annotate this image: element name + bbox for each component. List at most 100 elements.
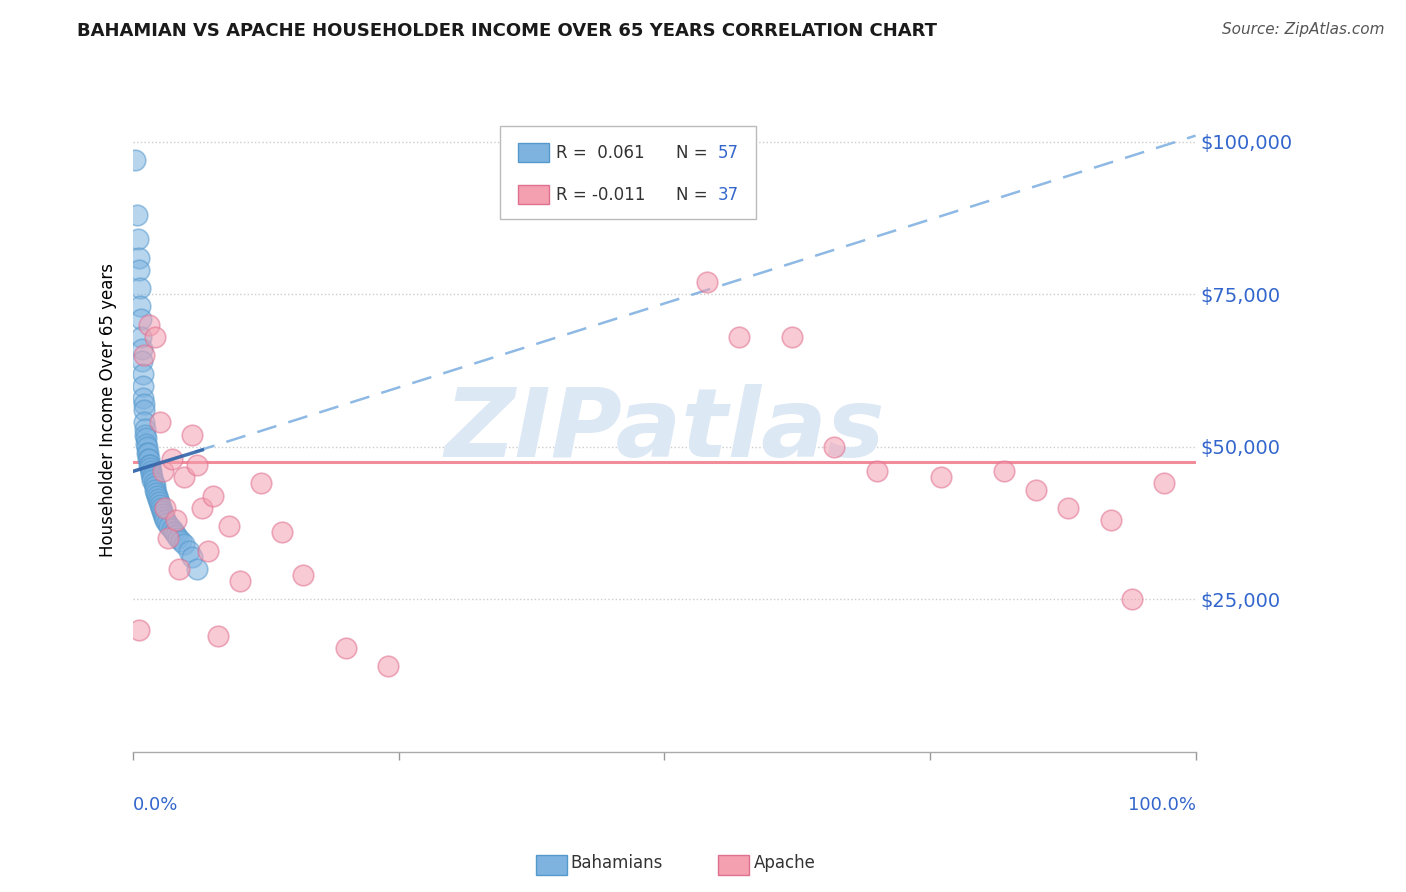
Point xyxy=(866,464,889,478)
Point xyxy=(157,532,180,546)
Point xyxy=(167,562,190,576)
Text: Apache: Apache xyxy=(754,855,815,872)
Point xyxy=(139,461,162,475)
Point xyxy=(1153,476,1175,491)
Point xyxy=(150,504,173,518)
Point xyxy=(165,528,187,542)
Point xyxy=(135,431,157,445)
Point xyxy=(1025,483,1047,497)
Point xyxy=(186,458,208,472)
Text: Source: ZipAtlas.com: Source: ZipAtlas.com xyxy=(1222,22,1385,37)
Point xyxy=(124,153,146,167)
Point xyxy=(1121,592,1143,607)
Text: 100.0%: 100.0% xyxy=(1128,797,1195,814)
Point xyxy=(207,629,229,643)
Text: R = -0.011: R = -0.011 xyxy=(557,186,645,203)
Point xyxy=(128,263,150,277)
Point xyxy=(696,275,718,289)
Point xyxy=(780,330,803,344)
Point xyxy=(153,510,176,524)
Point xyxy=(138,452,160,467)
Point xyxy=(186,562,208,576)
Point xyxy=(132,367,155,381)
Point xyxy=(131,354,153,368)
Point xyxy=(1099,513,1122,527)
Point xyxy=(148,494,170,508)
Point xyxy=(160,522,183,536)
Point xyxy=(128,251,150,265)
Point xyxy=(201,489,224,503)
Point xyxy=(993,464,1015,478)
Point xyxy=(138,458,160,472)
Point xyxy=(377,659,399,673)
Point xyxy=(129,311,152,326)
Point xyxy=(145,485,167,500)
Point xyxy=(141,467,163,482)
Point xyxy=(132,348,155,362)
Point xyxy=(138,318,160,332)
Point xyxy=(129,330,152,344)
Point xyxy=(180,549,202,564)
Point xyxy=(163,525,186,540)
Point xyxy=(143,479,166,493)
Point xyxy=(132,416,155,430)
Point xyxy=(136,446,159,460)
Point xyxy=(160,452,183,467)
Point xyxy=(149,416,172,430)
Point xyxy=(146,491,169,506)
Point xyxy=(141,470,163,484)
Text: 57: 57 xyxy=(718,144,738,161)
Point xyxy=(173,470,195,484)
Text: BAHAMIAN VS APACHE HOUSEHOLDER INCOME OVER 65 YEARS CORRELATION CHART: BAHAMIAN VS APACHE HOUSEHOLDER INCOME OV… xyxy=(77,22,938,40)
Point xyxy=(149,500,172,515)
Point xyxy=(127,232,149,246)
Point xyxy=(153,513,176,527)
Point xyxy=(156,516,179,530)
Point xyxy=(141,474,163,488)
Point xyxy=(141,464,163,478)
Text: N =: N = xyxy=(676,144,713,161)
Point xyxy=(136,452,159,467)
Point xyxy=(929,470,952,484)
Point xyxy=(170,534,193,549)
Text: 0.0%: 0.0% xyxy=(134,797,179,814)
Point xyxy=(335,641,357,656)
Point xyxy=(139,458,162,472)
Point xyxy=(197,543,219,558)
Point xyxy=(143,330,166,344)
Point xyxy=(132,391,155,405)
Point xyxy=(165,513,187,527)
Point xyxy=(218,519,240,533)
Text: N =: N = xyxy=(676,186,713,203)
Y-axis label: Householder Income Over 65 years: Householder Income Over 65 years xyxy=(100,263,117,558)
Point xyxy=(128,623,150,637)
Text: R =  0.061: R = 0.061 xyxy=(557,144,645,161)
Point xyxy=(132,397,155,411)
Point xyxy=(249,476,271,491)
Point xyxy=(167,532,190,546)
Point xyxy=(727,330,749,344)
Point xyxy=(152,507,174,521)
Point xyxy=(191,500,214,515)
Text: ZIPatlas: ZIPatlas xyxy=(444,384,884,477)
Point xyxy=(134,421,156,435)
Point xyxy=(1057,500,1080,515)
Point xyxy=(135,437,157,451)
Text: Bahamians: Bahamians xyxy=(571,855,664,872)
Point xyxy=(173,537,195,551)
Point xyxy=(149,498,172,512)
Point xyxy=(153,500,176,515)
Point xyxy=(136,446,159,460)
Point xyxy=(152,464,174,478)
Point xyxy=(128,281,150,295)
Point xyxy=(125,208,148,222)
Point xyxy=(136,440,159,454)
Point xyxy=(134,427,156,442)
Point xyxy=(132,403,155,417)
Point xyxy=(177,543,200,558)
Point xyxy=(159,519,181,533)
Point xyxy=(271,525,294,540)
Point xyxy=(145,489,167,503)
Point xyxy=(143,483,166,497)
Point xyxy=(142,476,165,491)
